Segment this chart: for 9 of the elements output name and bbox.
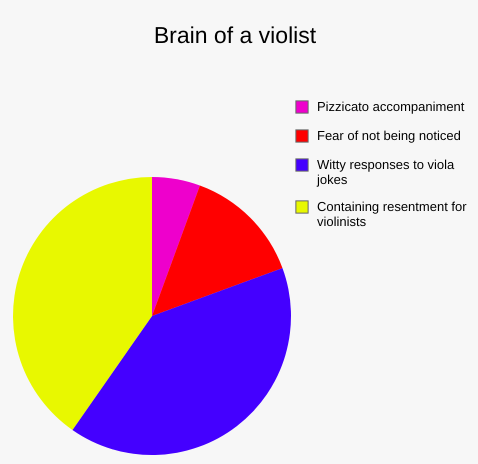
legend-label: Witty responses to viola jokes	[316, 157, 456, 187]
legend-label: Containing resentment for violinists	[317, 199, 468, 229]
pie-slice	[152, 177, 200, 316]
pie-slice	[13, 177, 152, 430]
legend-label: Fear of not being noticed	[317, 128, 461, 143]
chart-title: Brain of a violist	[154, 22, 317, 48]
pie-slice	[72, 268, 291, 455]
legend-label: Pizzicato accompaniment	[317, 99, 465, 114]
pie-slice	[152, 186, 282, 316]
